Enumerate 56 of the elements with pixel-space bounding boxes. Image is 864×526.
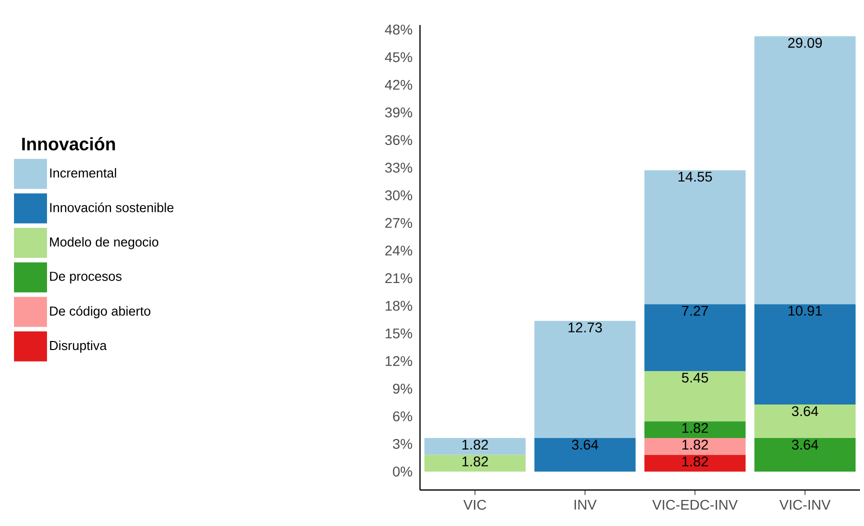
- data-label: 3.64: [792, 406, 818, 416]
- legend-label: De procesos: [50, 272, 122, 284]
- x-tick-label: INV: [574, 500, 597, 510]
- bar: [754, 438, 856, 472]
- legend-label: Incremental: [50, 168, 116, 178]
- y-tick-label: 36%: [385, 135, 412, 146]
- y-tick-label: 39%: [385, 107, 412, 118]
- y-tick-label: 3%: [392, 438, 412, 449]
- x-tick-label: VIC: [463, 500, 486, 510]
- x-tick-label: VIC-EDC-INV: [652, 500, 738, 510]
- data-label: 5.45: [682, 372, 708, 383]
- y-tick-label: 42%: [384, 80, 412, 90]
- data-label: 1.82: [462, 456, 488, 466]
- y-tick-label: 33%: [385, 162, 412, 173]
- data-label: 1.82: [682, 422, 708, 433]
- y-tick-label: 24%: [385, 246, 412, 256]
- bar: [644, 438, 746, 455]
- bar: [644, 170, 746, 304]
- data-label: 3.64: [572, 440, 598, 450]
- y-tick-label: 18%: [386, 300, 412, 311]
- data-label: 1.82: [682, 456, 708, 466]
- legend-title: Innovación: [22, 137, 115, 150]
- data-label: 14.55: [678, 172, 712, 182]
- data-label: 7.27: [682, 306, 708, 316]
- y-tick-label: 21%: [385, 273, 412, 284]
- data-label: 12.73: [568, 322, 602, 332]
- y-tick-label: 30%: [385, 190, 412, 200]
- y-tick-label: 0%: [392, 466, 412, 477]
- data-label: 3.64: [792, 440, 818, 450]
- data-label: 1.82: [462, 440, 488, 450]
- y-tick-label: 45%: [384, 52, 412, 62]
- bar: [644, 371, 746, 422]
- bar: [424, 438, 526, 455]
- bar: [424, 454, 526, 472]
- y-tick-label: 6%: [393, 411, 412, 422]
- legend-label: Disruptiva: [50, 340, 107, 353]
- legend-label: De código abierto: [50, 306, 150, 318]
- legend-label: Innovación sostenible: [50, 202, 174, 212]
- data-label: 10.91: [788, 306, 822, 316]
- bar: [644, 454, 746, 472]
- data-label: 29.09: [788, 38, 822, 48]
- bar: [534, 320, 636, 438]
- bar: [534, 438, 636, 472]
- y-tick-label: 48%: [384, 24, 412, 35]
- bar: [754, 404, 856, 438]
- data-label: 1.82: [682, 440, 708, 450]
- legend-label: Modelo de negocio: [50, 237, 158, 250]
- bar: [644, 421, 746, 438]
- bar: [754, 36, 856, 304]
- y-tick-label: 15%: [386, 328, 412, 338]
- y-tick-label: 27%: [385, 218, 412, 228]
- x-tick-label: VIC-INV: [779, 500, 831, 510]
- bar: [754, 304, 856, 405]
- bar: [644, 304, 746, 372]
- y-tick-label: 12%: [386, 356, 412, 366]
- y-tick-label: 9%: [393, 384, 412, 394]
